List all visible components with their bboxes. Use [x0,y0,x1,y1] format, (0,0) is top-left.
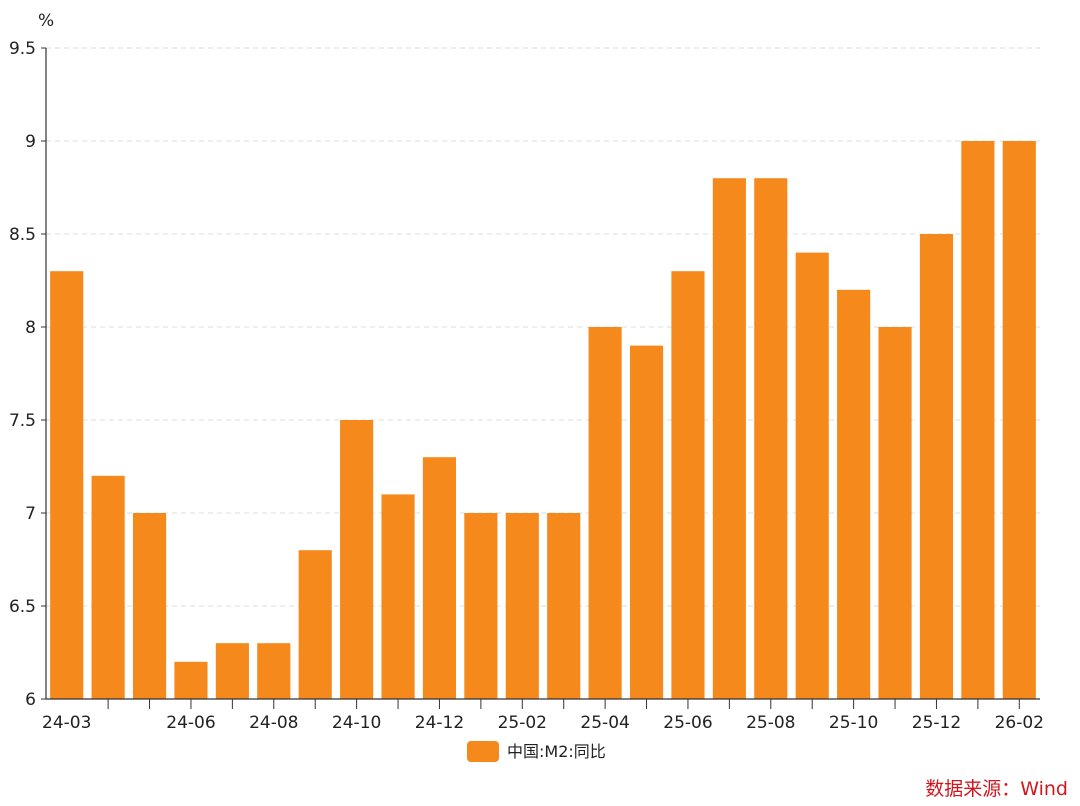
y-tick-labels: 6 6.5 7 7.5 8 8.5 9 9.5 [9,39,46,710]
bar-24-07[interactable] [215,643,249,699]
bar-25-03[interactable] [547,513,581,699]
gridlines [46,47,1040,607]
x-tick-label: 25-06 [663,713,712,733]
bar-24-03[interactable] [50,271,84,699]
x-tick-label: 24-12 [415,713,464,733]
x-tick-label: 24-10 [332,713,381,733]
y-tick-label: 7.5 [9,411,36,431]
bar-25-08[interactable] [754,178,788,699]
x-tick-label: 25-12 [912,713,961,733]
y-tick-label: 7 [25,504,36,524]
bar-24-09[interactable] [298,550,332,699]
y-axis-unit-label: % [38,11,54,31]
bar-24-10[interactable] [340,420,374,699]
bar-26-02[interactable] [1002,141,1036,699]
bar-25-11[interactable] [878,327,912,699]
y-tick-label: 6 [25,690,36,710]
bars [50,141,1036,699]
y-tick-label: 9 [25,132,36,152]
bar-24-08[interactable] [257,643,291,699]
y-tick-label: 8.5 [9,225,36,245]
x-tick-label: 25-08 [746,713,795,733]
axes [45,48,1040,700]
x-tick-label: 25-04 [580,713,629,733]
bar-24-11[interactable] [381,494,415,699]
legend[interactable]: 中国:M2:同比 [467,741,606,762]
bar-25-07[interactable] [712,178,746,699]
y-tick-label: 8 [25,318,36,338]
x-tick-label: 26-02 [995,713,1044,733]
data-source-note: 数据来源：Wind [925,778,1068,800]
y-tick-label: 6.5 [9,597,36,617]
x-tick-label: 24-03 [42,713,91,733]
bar-24-06[interactable] [174,661,208,699]
x-tick-label: 24-08 [249,713,298,733]
bar-25-10[interactable] [837,289,871,699]
bar-26-01[interactable] [961,141,995,699]
bar-24-05[interactable] [132,513,167,699]
bar-25-12[interactable] [919,234,954,699]
legend-label: 中国:M2:同比 [507,742,606,761]
bar-25-04[interactable] [588,327,622,699]
x-tick-labels: 24-03 24-06 24-08 24-10 24-12 25-02 25-04 25-06… [42,699,1044,733]
bar-25-06[interactable] [671,271,705,699]
bar-24-12[interactable] [422,457,457,699]
bar-25-09[interactable] [795,252,829,699]
legend-swatch [467,741,499,762]
x-tick-label: 25-10 [829,713,878,733]
bar-24-04[interactable] [91,475,125,699]
bar-25-05[interactable] [629,345,664,699]
x-tick-label: 25-02 [498,713,547,733]
bar-25-02[interactable] [505,513,539,699]
x-tick-label: 24-06 [166,713,215,733]
y-tick-label: 9.5 [9,39,36,59]
bar-25-01[interactable] [464,513,498,699]
